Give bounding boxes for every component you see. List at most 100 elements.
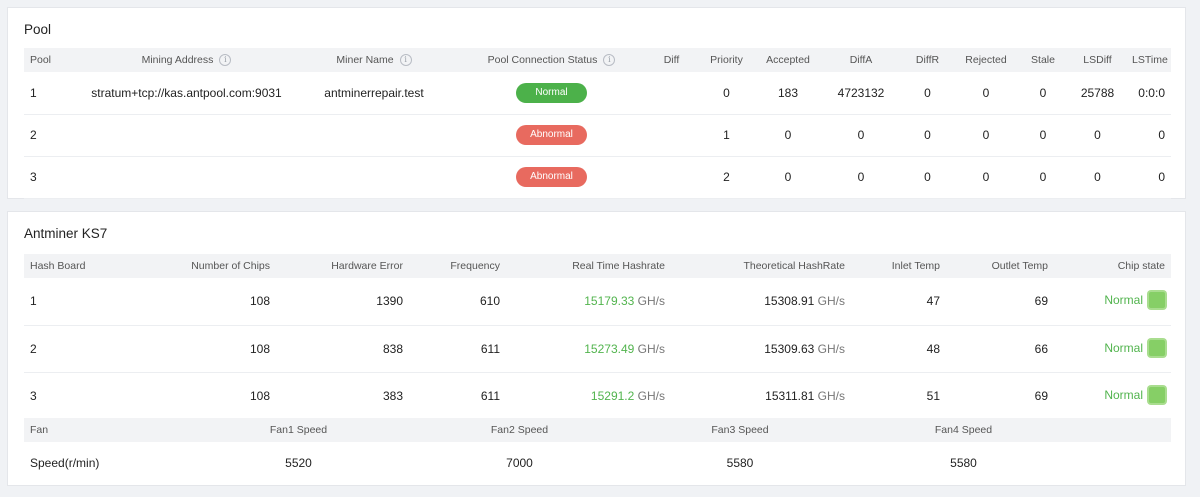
hashrate-unit: GH/s [817, 294, 845, 309]
col-header-frequency: Frequency [409, 254, 506, 278]
accepted: 0 [754, 156, 822, 199]
number-of-chips: 108 [164, 278, 276, 326]
number-of-chips: 108 [164, 372, 276, 420]
frequency: 611 [409, 372, 506, 420]
theoretical-hashrate: 15311.81 GH/s [671, 372, 851, 420]
diffr: 0 [900, 114, 955, 157]
accepted: 0 [754, 114, 822, 157]
lstime: 0 [1126, 156, 1171, 199]
diffr: 0 [900, 72, 955, 115]
status-badge: Normal [516, 82, 587, 103]
fan1-speed: 5520 [285, 456, 312, 470]
theoretical-hashrate: 15309.63 GH/s [671, 325, 851, 373]
pool-number: 3 [24, 156, 84, 199]
col-header-outlet-temp: Outlet Temp [946, 254, 1054, 278]
col-header-label: Pool Connection Status [487, 53, 598, 66]
col-header-real-time-hashrate: Real Time Hashrate [506, 254, 671, 278]
hashrate-value: 15311.81 [765, 388, 815, 403]
chip-state-label: Normal [1104, 387, 1143, 402]
real-time-hashrate: 15273.49 GH/s [506, 325, 671, 373]
col-header-theoretical-hashrate: Theoretical HashRate [671, 254, 851, 278]
col-header-rejected: Rejected [955, 48, 1017, 72]
col-header-number-of-chips: Number of Chips [164, 254, 276, 278]
pool-connection-status: Normal [459, 72, 644, 115]
number-of-chips: 108 [164, 325, 276, 373]
col-header-fan1-speed: Fan1 Speed [184, 418, 413, 442]
col-header-priority: Priority [699, 48, 754, 72]
diff [644, 114, 699, 157]
hardware-error: 383 [276, 372, 409, 420]
diffa: 0 [822, 114, 900, 157]
col-header-label: Mining Address [141, 53, 214, 66]
table-row: 1 stratum+tcp://kas.antpool.com:9031 ant… [24, 72, 1171, 115]
hashrate-value: 15308.91 [764, 294, 815, 309]
diffa: 0 [822, 156, 900, 199]
pool-section-title: Pool [24, 22, 52, 37]
hashrate-value: 15309.63 [764, 341, 815, 356]
col-header-diffr: DiffR [900, 48, 955, 72]
fan3-speed: 5580 [726, 456, 754, 470]
status-badge: Abnormal [516, 167, 587, 187]
hashrate-unit: GH/s [637, 294, 665, 309]
info-icon[interactable]: i [603, 54, 616, 67]
chip-state: Normal [1054, 372, 1171, 420]
hash-board-table: Hash Board Number of Chips Hardware Erro… [24, 254, 1171, 420]
table-row: 1 108 1390 610 15179.33 GH/s 15308.91 GH… [24, 278, 1171, 326]
col-header-fan: Fan [24, 418, 184, 442]
inlet-temp: 48 [851, 325, 946, 373]
priority: 2 [699, 156, 754, 199]
outlet-temp: 69 [946, 372, 1054, 420]
real-time-hashrate: 15291.2 GH/s [506, 372, 671, 420]
real-time-hashrate: 15179.33 GH/s [506, 278, 671, 326]
hardware-error: 1390 [276, 278, 409, 326]
col-header-lsdiff: LSDiff [1069, 48, 1126, 72]
diffa: 4723132 [822, 72, 900, 115]
col-header-fan3-speed: Fan3 Speed [626, 418, 854, 442]
outlet-temp: 69 [946, 278, 1054, 326]
miner-panel: Antminer KS7 Hash Board Number of Chips … [7, 211, 1186, 486]
speed-row-label: Speed(r/min) [30, 456, 100, 470]
lsdiff: 25788 [1069, 72, 1126, 115]
rejected: 0 [955, 114, 1017, 157]
mining-address [84, 114, 289, 157]
col-header-label: Miner Name [336, 53, 394, 66]
pool-table-header: Pool Mining Address i Miner Name i Pool Co… [24, 48, 1171, 72]
table-row: 2 108 838 611 15273.49 GH/s 15309.63 GH/… [24, 325, 1171, 373]
miner-section-title: Antminer KS7 [24, 226, 108, 241]
diff [644, 156, 699, 199]
inlet-temp: 47 [851, 278, 946, 326]
col-header-fan2-speed: Fan2 Speed [413, 418, 626, 442]
hashrate-unit: GH/s [817, 341, 845, 356]
table-row: Speed(r/min) 5520 7000 5580 5580 [24, 442, 1171, 484]
info-icon[interactable]: i [399, 54, 412, 67]
hashrate-unit: GH/s [637, 388, 665, 403]
hardware-error: 838 [276, 325, 409, 373]
pool-connection-status: Abnormal [459, 156, 644, 199]
col-header-mining-address: Mining Address i [84, 48, 289, 72]
lsdiff: 0 [1069, 156, 1126, 199]
frequency: 611 [409, 325, 506, 373]
hash-board-number: 1 [24, 278, 164, 326]
stale: 0 [1017, 156, 1069, 199]
col-header-pool-connection-status: Pool Connection Status i [459, 48, 644, 72]
info-icon[interactable]: i [219, 54, 232, 67]
chip-icon [1149, 292, 1165, 309]
lstime: 0:0:0 [1126, 72, 1171, 115]
hashrate-unit: GH/s [817, 388, 845, 403]
hashrate-unit: GH/s [637, 341, 665, 356]
mining-address [84, 156, 289, 199]
stale: 0 [1017, 72, 1069, 115]
mining-address: stratum+tcp://kas.antpool.com:9031 [84, 72, 289, 115]
rejected: 0 [955, 156, 1017, 199]
col-header-miner-name: Miner Name i [289, 48, 459, 72]
rejected: 0 [955, 72, 1017, 115]
chip-icon [1149, 339, 1165, 356]
lstime: 0 [1126, 114, 1171, 157]
table-row: 3 Abnormal 2 0 0 0 0 0 0 0 [24, 156, 1171, 199]
priority: 0 [699, 72, 754, 115]
miner-name [289, 156, 459, 199]
col-header-fan4-speed: Fan4 Speed [854, 418, 1171, 442]
accepted: 183 [754, 72, 822, 115]
col-header-diff: Diff [644, 48, 699, 72]
miner-name [289, 114, 459, 157]
